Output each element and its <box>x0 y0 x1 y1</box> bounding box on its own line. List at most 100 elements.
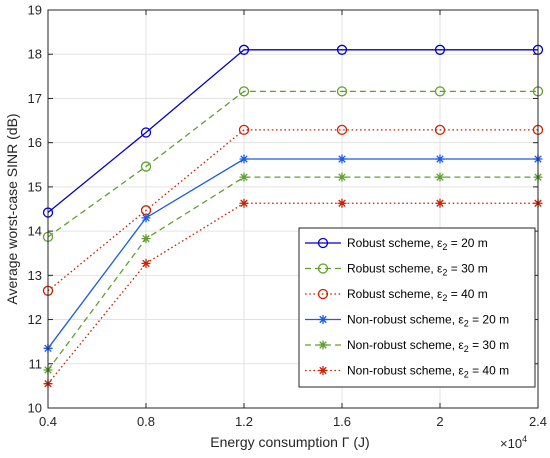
series-line <box>47 129 538 292</box>
plot-frame <box>47 9 539 409</box>
series-line <box>47 90 538 238</box>
x-tick-label: 1.6 <box>333 414 351 429</box>
asterisk-strokes <box>318 315 328 324</box>
data-point-circle <box>238 124 250 135</box>
asterisk-strokes <box>435 154 445 164</box>
legend-label-subscript: 2 <box>442 268 447 278</box>
asterisk-strokes <box>435 198 445 208</box>
legend-entry: Robust scheme, ε2 = 40 m <box>305 287 488 303</box>
legend-label-suffix: = 30 m <box>447 262 487 276</box>
asterisk-strokes <box>239 172 249 182</box>
series-layer <box>42 44 544 389</box>
legend-label-main: Robust scheme, ε <box>347 262 443 276</box>
legend-label: Non-robust scheme, ε2 = 20 m <box>347 313 509 329</box>
series-line <box>47 49 538 214</box>
x-tick-label: 2.4 <box>529 414 547 429</box>
legend-label-main: Non-robust scheme, ε <box>347 338 464 352</box>
data-point-circle <box>317 237 329 249</box>
y-tick-label: 15 <box>28 179 42 194</box>
y-tick-label: 18 <box>28 47 42 62</box>
data-point-asterisk <box>318 366 328 375</box>
x-exponent-label: ×104 <box>500 434 527 451</box>
asterisk-strokes <box>239 198 249 208</box>
legend-label-suffix: = 40 m <box>469 364 509 378</box>
asterisk-strokes <box>337 154 347 164</box>
asterisk-strokes <box>337 172 347 182</box>
legend-label-main: Non-robust scheme, ε <box>347 313 464 327</box>
y-tick-label: 19 <box>28 3 42 18</box>
series-line <box>47 176 538 371</box>
legend-entry: Non-robust scheme, ε2 = 40 m <box>305 364 509 380</box>
data-point-asterisk <box>141 258 151 268</box>
data-point-circle <box>238 44 250 55</box>
y-tick-label: 12 <box>28 312 42 327</box>
legend-label-subscript: 2 <box>464 370 469 380</box>
y-axis-label: Average worst-case SINR (dB) <box>4 113 20 304</box>
data-point-asterisk <box>337 198 347 208</box>
data-point-asterisk <box>239 172 249 182</box>
data-point-circle <box>434 124 446 135</box>
x-tick-label: 1.2 <box>235 414 253 429</box>
x-tick-label: 0.8 <box>137 414 155 429</box>
data-point-asterisk <box>141 213 151 223</box>
data-point-circle <box>317 263 329 274</box>
legend-label-suffix: = 20 m <box>447 236 487 250</box>
legend-entry: Non-robust scheme, ε2 = 30 m <box>305 338 509 354</box>
legend-label: Robust scheme, ε2 = 20 m <box>347 236 488 252</box>
data-point-circle <box>140 127 152 138</box>
asterisk-strokes <box>239 154 249 164</box>
legend-label: Non-robust scheme, ε2 = 40 m <box>347 364 509 380</box>
legend-label-subscript: 2 <box>442 293 447 303</box>
legend-label-suffix: = 40 m <box>447 287 487 301</box>
legend-entry: Robust scheme, ε2 = 20 m <box>305 236 488 252</box>
data-point-circle <box>336 86 348 97</box>
legend-entry: Non-robust scheme, ε2 = 20 m <box>305 313 509 329</box>
x-tick-label: 0.4 <box>39 414 57 429</box>
data-point-asterisk <box>141 234 151 244</box>
legend-label: Robust scheme, ε2 = 40 m <box>347 287 488 303</box>
legend-label-main: Robust scheme, ε <box>347 236 443 250</box>
legend-label-subscript: 2 <box>464 319 469 329</box>
x-axis-label: Energy consumption Γ (J) <box>210 434 369 450</box>
series-line <box>47 158 538 349</box>
x-exponent-power: 4 <box>522 434 527 444</box>
series-1 <box>42 44 544 218</box>
asterisk-strokes <box>318 366 328 375</box>
legend-entry: Robust scheme, ε2 = 30 m <box>305 262 488 278</box>
data-point-circle <box>140 161 152 172</box>
y-tick-label: 17 <box>28 91 42 106</box>
ticks: 0.4 0.8 1.2 1.6 2 2.4 10 11 12 13 14 15 16 17 18 19 <box>28 3 548 430</box>
data-point-circle <box>238 86 250 97</box>
y-tick-label: 10 <box>28 401 42 416</box>
asterisk-strokes <box>337 198 347 208</box>
y-tick-label: 16 <box>28 135 42 150</box>
asterisk-strokes <box>141 234 151 244</box>
data-point-circle <box>336 44 348 55</box>
legend-label-main: Non-robust scheme, ε <box>347 364 464 378</box>
asterisk-strokes <box>435 172 445 182</box>
data-point-asterisk <box>435 198 445 208</box>
y-tick-label: 11 <box>29 356 43 371</box>
y-tick-label: 14 <box>28 224 42 239</box>
legend-label-suffix: = 20 m <box>469 313 509 327</box>
legend-label-subscript: 2 <box>442 242 447 252</box>
legend-label-suffix: = 30 m <box>469 338 509 352</box>
data-point-asterisk <box>318 315 328 324</box>
asterisk-strokes <box>141 213 151 223</box>
legend-label-subscript: 2 <box>464 344 469 354</box>
data-point-asterisk <box>337 154 347 164</box>
asterisk-strokes <box>141 258 151 268</box>
data-point-circle <box>336 124 348 135</box>
x-exponent-base: ×10 <box>500 436 522 451</box>
legend-box <box>298 227 536 388</box>
legend-label: Robust scheme, ε2 = 30 m <box>347 262 488 278</box>
asterisk-strokes <box>318 340 328 350</box>
y-tick-label: 13 <box>28 268 42 283</box>
data-point-asterisk <box>435 154 445 164</box>
data-point-asterisk <box>239 154 249 164</box>
data-point-asterisk <box>435 172 445 182</box>
data-point-circle <box>317 288 329 300</box>
legend-label: Non-robust scheme, ε2 = 30 m <box>347 338 509 354</box>
